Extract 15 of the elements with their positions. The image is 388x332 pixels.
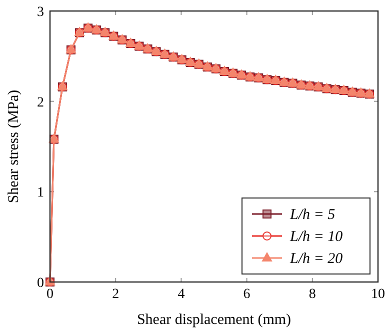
x-tick-label: 10 [371,287,385,302]
y-tick-label: 2 [37,95,44,110]
legend-label: L/h = 20 [289,251,344,267]
x-axis-title: Shear displacement (mm) [136,312,292,328]
legend-label: L/h = 10 [289,229,344,245]
x-tick-label: 8 [308,287,316,302]
legend-label: L/h = 5 [289,207,336,223]
y-axis-title: Shear stress (MPa) [6,90,22,204]
x-tick-label: 2 [112,287,120,302]
x-tick-label: 6 [243,287,250,302]
x-tick-label: 0 [46,287,54,302]
y-tick-label: 0 [37,276,44,291]
y-tick-label: 3 [37,5,44,20]
y-tick-label: 1 [37,186,44,201]
x-tick-label: 4 [178,287,185,302]
